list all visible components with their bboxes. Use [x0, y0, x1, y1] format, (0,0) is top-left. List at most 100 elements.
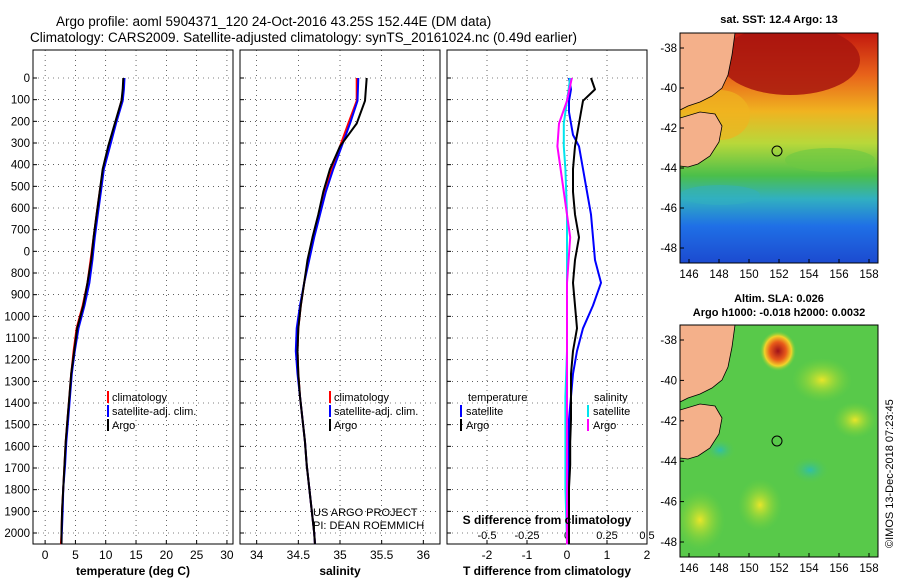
difference-panel-frame — [446, 49, 648, 545]
sla-patch — [833, 402, 877, 438]
temperature-panel-frame — [32, 49, 234, 545]
depth-tick-label: 2000 — [4, 528, 30, 540]
temperature-xlabel: temperature (deg C) — [76, 564, 190, 578]
depth-tick-label: 500 — [11, 181, 30, 193]
map-lat-tick-label: -42 — [660, 416, 677, 428]
series-line-climatology — [59, 77, 125, 545]
data-series — [59, 77, 602, 545]
sla-patch — [680, 490, 725, 550]
x-tick-label: 30 — [220, 548, 234, 562]
legend-label-argo: Argo — [112, 420, 135, 432]
legend-swatch-climatology — [329, 391, 331, 403]
map-lon-tick-label: 146 — [679, 269, 698, 281]
map-lat-tick-label: -48 — [660, 243, 677, 255]
map-lon-tick-label: 150 — [739, 563, 758, 575]
depth-tick-label: 1700 — [4, 463, 30, 475]
x-tick-label: 10 — [99, 548, 113, 562]
x-tick-label: 20 — [160, 548, 174, 562]
series-line-salinity-satellite — [562, 77, 572, 545]
map-lat-tick-label: -46 — [660, 203, 677, 215]
pi-credit: PI: DEAN ROEMMICH — [313, 520, 424, 532]
salinity-panel-frame — [239, 49, 441, 545]
depth-axis: 0 100 200 300 400 500 600 700 0 800 900 1000 1100 120… — [4, 73, 451, 540]
x-tick-label: 5 — [72, 548, 79, 562]
map-lon-tick-label: 148 — [709, 269, 728, 281]
legend-label-temp-argo: Argo — [466, 420, 489, 432]
legend-label-sal-satellite: satellite — [593, 406, 630, 418]
sst-map — [680, 33, 878, 263]
depth-tick-label: 100 — [11, 95, 30, 107]
depth-tick-label: 1000 — [4, 311, 30, 323]
series-line-argo — [296, 77, 368, 545]
x-tick-label: 34 — [250, 548, 264, 562]
secondary-x-tick-label: -0.25 — [514, 530, 539, 542]
series-line-salinity-argo — [556, 77, 573, 545]
series-line-temperature-argo — [568, 77, 596, 545]
map-lat-tick-label: -38 — [660, 43, 677, 55]
series-line-satellite-adj-clim- — [60, 77, 126, 545]
depth-tick-label: 400 — [11, 160, 30, 172]
legend-swatch-argo — [107, 419, 109, 431]
legend-swatch-sal-argo — [587, 419, 589, 431]
legend-title-salinity: salinity — [594, 392, 628, 404]
depth-tick-label: 700 — [11, 225, 30, 237]
depth-tick-label: 1800 — [4, 485, 30, 497]
tasmania-land — [680, 403, 723, 460]
x-tick-label: 0 — [564, 548, 571, 562]
map-lon-tick-label: 154 — [799, 563, 819, 575]
argo-location-marker — [771, 435, 783, 447]
legend-label-climatology: climatology — [334, 392, 390, 404]
map-lon-tick-label: 148 — [709, 563, 728, 575]
map-lat-tick-label: -42 — [660, 123, 677, 135]
legend-label-argo: Argo — [334, 420, 357, 432]
salinity-legend: climatology satellite-adj. clim. Argo — [329, 391, 418, 432]
map-lon-tick-label: 152 — [769, 269, 788, 281]
sla-map — [680, 325, 878, 557]
map-lat-tick-label: -46 — [660, 497, 677, 509]
project-credit: US ARGO PROJECT — [313, 507, 418, 519]
sst-map-axes: -38 -40 -42 -44 -46 -48 146 148 150 152 154 156 158 — [660, 43, 878, 281]
x-tick-label: 35.5 — [370, 548, 394, 562]
depth-tick-label: 1300 — [4, 376, 30, 388]
australia-land — [680, 325, 736, 403]
sla-patch — [792, 358, 852, 402]
x-tick-label: 25 — [190, 548, 204, 562]
map-lon-tick-label: 152 — [769, 563, 788, 575]
sla-patch — [790, 456, 830, 484]
sdiff-xlabel: S difference from climatology — [463, 513, 632, 527]
x-tick-label: 0 — [42, 548, 49, 562]
map-lon-tick-label: 156 — [829, 269, 848, 281]
gridlines — [33, 50, 648, 544]
salinity-xlabel: salinity — [319, 564, 361, 578]
x-tick-label: 2 — [644, 548, 651, 562]
x-tick-label: -2 — [482, 548, 493, 562]
secondary-x-tick-label: 0.25 — [596, 530, 617, 542]
sst-patch — [680, 185, 760, 205]
depth-tick-label: 0 — [24, 246, 30, 258]
sst-warm-core — [720, 33, 860, 95]
sla-map-title: Altim. SLA: 0.026 — [734, 293, 824, 305]
legend-swatch-sal-satellite — [587, 405, 589, 417]
map-lat-tick-label: -38 — [660, 335, 677, 347]
map-lat-tick-label: -44 — [660, 456, 677, 468]
x-tick-label: 15 — [129, 548, 143, 562]
legend-swatch-argo — [329, 419, 331, 431]
depth-tick-label: 1200 — [4, 355, 30, 367]
legend-swatch-satellite — [107, 405, 109, 417]
legend-title-temperature: temperature — [468, 392, 527, 404]
map-lat-tick-label: -40 — [660, 375, 677, 387]
depth-tick-label: 1600 — [4, 441, 30, 453]
x-axis-ticks: 0 5 10 15 20 25 30 34 34.5 35 35.5 36 -2 -1 0 1 2 -0.5 -0.… — [42, 530, 655, 562]
sst-patch — [785, 148, 875, 172]
legend-swatch-temp-satellite — [460, 405, 462, 417]
depth-tick-label: 1400 — [4, 398, 30, 410]
title-line-1: Argo profile: aoml 5904371_120 24-Oct-20… — [56, 14, 491, 29]
x-tick-label: 34.5 — [287, 548, 311, 562]
legend-label-temp-satellite: satellite — [466, 406, 503, 418]
sla-map-axes: -38 -40 -42 -44 -46 -48 146 148 150 152 154 156 158 — [660, 335, 878, 575]
depth-tick-label: 1900 — [4, 506, 30, 518]
difference-legend: temperature satellite Argo salinity sate… — [460, 392, 630, 432]
x-tick-label: 1 — [604, 548, 611, 562]
depth-tick-label: 300 — [11, 138, 30, 150]
